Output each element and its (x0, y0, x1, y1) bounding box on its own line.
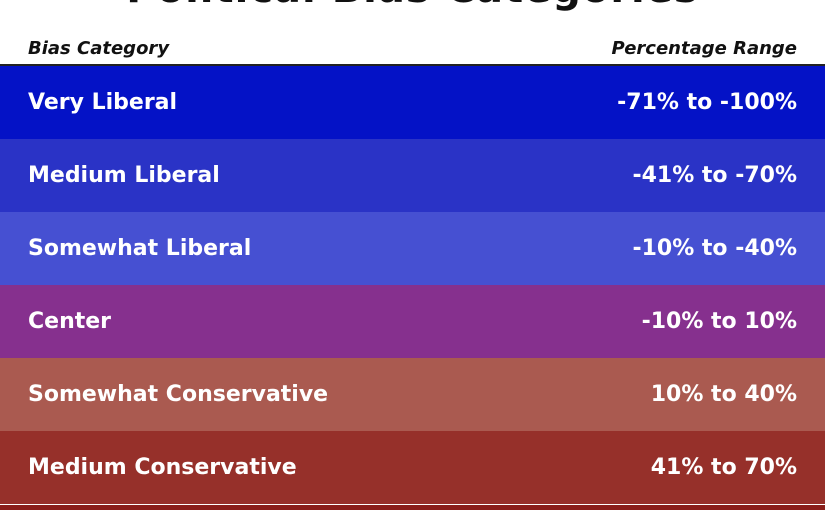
table-row: Medium Liberal -41% to -70% (0, 139, 825, 212)
table-row: Medium Conservative 41% to 70% (0, 431, 825, 504)
range-cell: -10% to 10% (641, 309, 797, 334)
category-cell: Somewhat Liberal (28, 236, 252, 261)
category-cell: Medium Conservative (28, 455, 297, 480)
range-cell: -10% to -40% (632, 236, 797, 261)
category-cell: Somewhat Conservative (28, 382, 329, 407)
cut-off-row (0, 505, 825, 510)
range-cell: -71% to -100% (617, 90, 797, 115)
category-cell: Center (28, 309, 112, 334)
category-cell: Very Liberal (28, 90, 178, 115)
table-body: Very Liberal -71% to -100% Medium Liberal -… (0, 66, 825, 504)
table-row: Somewhat Liberal -10% to -40% (0, 212, 825, 285)
range-cell: 10% to 40% (650, 382, 797, 407)
table-row: Center -10% to 10% (0, 285, 825, 358)
category-cell: Medium Liberal (28, 163, 220, 188)
title: Political Bias Categories (0, 0, 825, 12)
table-row: Very Liberal -71% to -100% (0, 66, 825, 139)
table-header: Bias Category Percentage Range (0, 30, 825, 66)
column-header: Bias Category (28, 38, 170, 59)
range-cell: 41% to 70% (650, 455, 797, 480)
table-row: Somewhat Conservative 10% to 40% (0, 358, 825, 431)
range-cell: -41% to -70% (632, 163, 797, 188)
column-header: Percentage Range (611, 38, 797, 59)
